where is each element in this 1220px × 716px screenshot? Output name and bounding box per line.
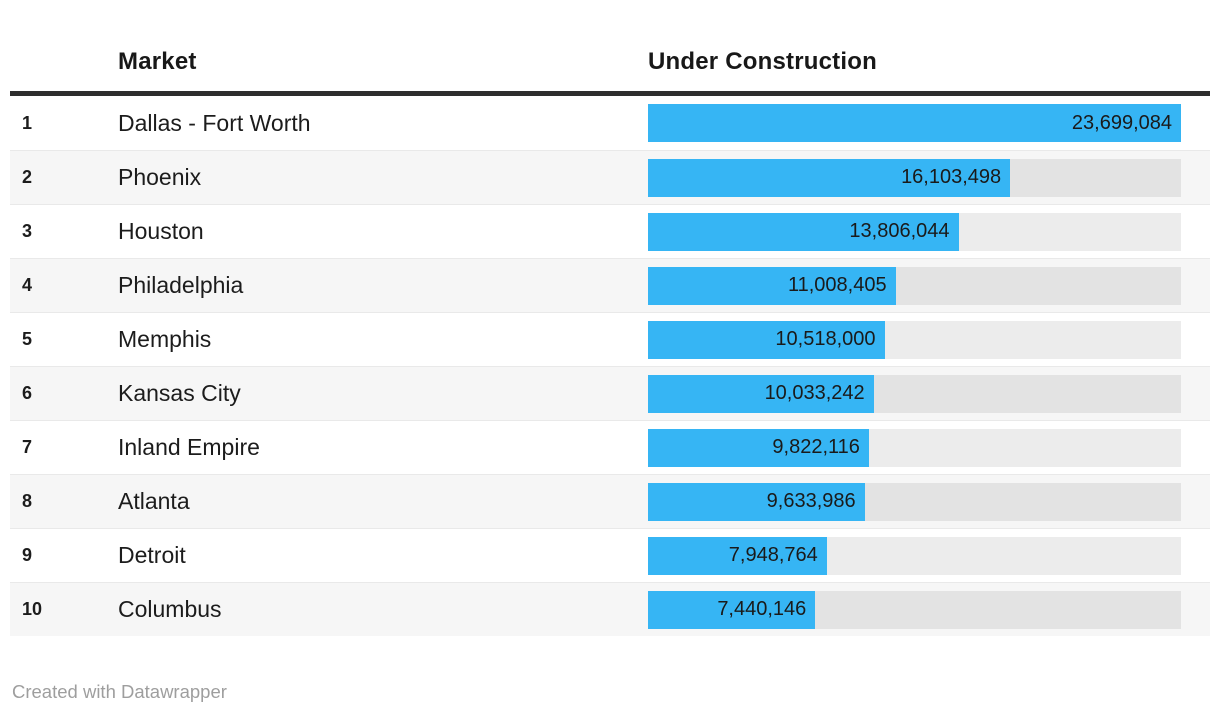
bar-cell: 23,699,084 [648,104,1181,142]
table-row: 7 Inland Empire 9,822,116 [10,420,1210,474]
bar-cell: 13,806,044 [648,212,1181,251]
bar-cell: 11,008,405 [648,266,1181,305]
bar-track: 23,699,084 [648,104,1181,142]
rank-cell: 3 [22,221,33,241]
value-bar: 16,103,498 [648,158,1011,197]
table-body: 1 Dallas - Fort Worth 23,699,084 2 Phoen… [10,96,1210,636]
table-row: 4 Philadelphia 11,008,405 [10,258,1210,312]
bar-cell: 9,822,116 [648,428,1181,467]
value-bar: 10,033,242 [648,374,874,413]
table-row: 2 Phoenix 16,103,498 [10,150,1210,204]
market-cell: Atlanta [118,488,190,514]
rank-cell: 9 [22,545,33,565]
bar-cell: 16,103,498 [648,158,1181,197]
market-cell: Phoenix [118,164,202,190]
value-bar: 7,440,146 [648,590,816,629]
value-bar: 10,518,000 [648,320,885,359]
value-bar: 13,806,044 [648,212,959,251]
market-cell: Inland Empire [118,434,260,460]
rank-cell: 4 [22,275,33,295]
market-cell: Philadelphia [118,272,244,298]
market-cell: Kansas City [118,380,241,406]
table-row: 10 Columbus 7,440,146 [10,582,1210,636]
market-column-header: Market [118,47,197,75]
value-bar: 7,948,764 [648,536,827,575]
bar-track: 9,633,986 [648,482,1181,521]
market-cell: Memphis [118,326,212,352]
rank-cell: 10 [22,599,43,619]
bar-value-label: 16,103,498 [901,166,1002,188]
bar-value-label: 23,699,084 [1071,111,1172,134]
bar-value-label: 10,518,000 [775,328,876,350]
bar-value-label: 9,633,986 [766,490,856,512]
bar-track: 16,103,498 [648,158,1181,197]
rank-cell: 2 [22,167,33,187]
table-header: Market Under Construction [10,0,1210,96]
rank-cell: 5 [22,329,33,349]
bar-value-label: 13,806,044 [849,220,950,242]
bar-cell: 10,518,000 [648,320,1181,359]
rank-cell: 8 [22,491,33,511]
value-bar: 9,633,986 [648,482,865,521]
bar-value-label: 9,822,116 [772,436,860,458]
datawrapper-credit: Created with Datawrapper [12,681,227,702]
value-column-header: Under Construction [648,47,877,75]
value-bar: 11,008,405 [648,266,896,305]
bar-track: 10,518,000 [648,320,1181,359]
bar-track: 13,806,044 [648,212,1181,251]
value-bar: 23,699,084 [648,104,1181,142]
bar-cell: 10,033,242 [648,374,1181,413]
table-row: 9 Detroit 7,948,764 [10,528,1210,582]
market-cell: Houston [118,218,204,244]
market-cell: Detroit [118,542,186,568]
bar-track: 7,948,764 [648,536,1181,575]
table-row: 1 Dallas - Fort Worth 23,699,084 [10,96,1210,150]
bar-value-label: 7,440,146 [717,598,807,620]
table-row: 8 Atlanta 9,633,986 [10,474,1210,528]
bar-cell: 7,440,146 [648,590,1181,629]
bar-track: 10,033,242 [648,374,1181,413]
table-row: 6 Kansas City 10,033,242 [10,366,1210,420]
market-cell: Columbus [118,596,222,622]
value-bar: 9,822,116 [648,428,869,467]
market-cell: Dallas - Fort Worth [118,109,311,136]
bar-cell: 9,633,986 [648,482,1181,521]
table-row: 3 Houston 13,806,044 [10,204,1210,258]
ranking-table: Market Under Construction 1 Dallas - For… [10,0,1210,636]
rank-cell: 1 [22,112,33,133]
bar-track: 7,440,146 [648,590,1181,629]
table-row: 5 Memphis 10,518,000 [10,312,1210,366]
rank-cell: 7 [22,437,33,457]
bar-cell: 7,948,764 [648,536,1181,575]
rank-cell: 6 [22,383,33,403]
bar-track: 11,008,405 [648,266,1181,305]
bar-value-label: 11,008,405 [787,274,887,296]
bar-value-label: 10,033,242 [764,382,865,404]
bar-track: 9,822,116 [648,428,1181,467]
bar-value-label: 7,948,764 [728,544,818,566]
